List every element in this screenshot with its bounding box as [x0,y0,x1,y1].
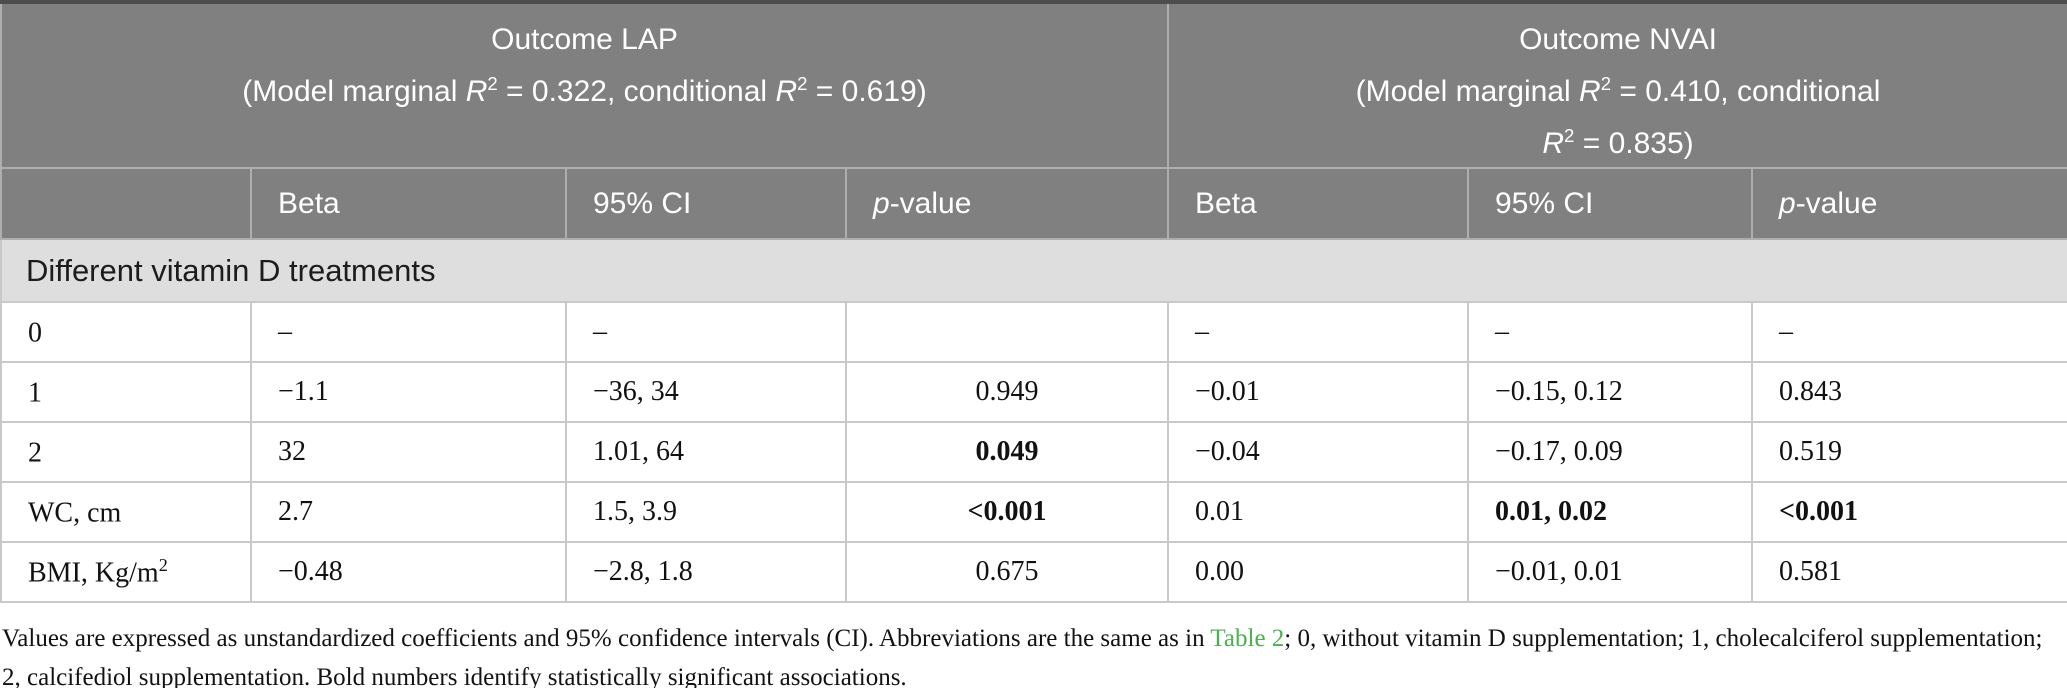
lap-ci-cell: – [565,301,847,363]
outcome-nvai-subtitle: (Model marginal R2 = 0.410, conditional R… [1355,73,1881,160]
lap-pvalue-cell: 0.049 [845,421,1169,483]
nvai-ci-cell: – [1467,301,1753,363]
nvai-beta-cell: −0.01 [1167,361,1469,423]
outcome-lap-header: Outcome LAP (Model marginal R2 = 0.322, … [0,1,1169,169]
lap-ci-cell: 1.01, 64 [565,421,847,483]
lap-ci-cell: 1.5, 3.9 [565,481,847,543]
nvai-ci-cell: −0.17, 0.09 [1467,421,1753,483]
row-label-column-header [0,167,252,240]
lap-ci-cell: −2.8, 1.8 [565,541,847,603]
table-2-link[interactable]: Table 2 [1210,625,1285,652]
lap-beta-cell: −1.1 [250,361,567,423]
row-label-cell: BMI, Kg/m2 [0,541,252,603]
lap-pvalue-cell: <0.001 [845,481,1169,543]
nvai-pvalue-cell: 0.581 [1750,541,2067,603]
section-title: Different vitamin D treatments [0,238,2067,303]
row-label-cell: 1 [0,361,252,423]
row-label-cell: WC, cm [0,481,252,543]
nvai-pvalue-cell: 0.843 [1750,361,2067,423]
row-label-cell: 0 [0,301,252,363]
nvai-beta-column-header: Beta [1167,167,1469,240]
lap-beta-cell: −0.48 [250,541,567,603]
row-label-cell: 2 [0,421,252,483]
outcome-lap-subtitle: (Model marginal R2 = 0.322, conditional … [242,73,927,108]
outcome-lap-title: Outcome LAP [491,23,678,56]
table-row: WC, cm 2.7 1.5, 3.9 <0.001 0.01 0.01, 0.… [0,481,2067,543]
nvai-pvalue-cell: – [1750,301,2067,363]
footnote: Values are expressed as unstandardized c… [2,619,2062,688]
lap-beta-cell: – [250,301,567,363]
column-header-row: Beta 95% CI p-value Beta 95% CI p-value [0,167,2067,240]
lap-beta-cell: 2.7 [250,481,567,543]
results-table: Outcome LAP (Model marginal R2 = 0.322, … [0,0,2067,603]
lap-beta-cell: 32 [250,421,567,483]
nvai-beta-cell: – [1167,301,1469,363]
nvai-beta-cell: 0.01 [1167,481,1469,543]
outcome-nvai-title: Outcome NVAI [1519,23,1717,56]
lap-beta-column-header: Beta [250,167,567,240]
lap-ci-cell: −36, 34 [565,361,847,423]
table-row: BMI, Kg/m2 −0.48 −2.8, 1.8 0.675 0.00 −0… [0,541,2067,603]
table-row: 1 −1.1 −36, 34 0.949 −0.01 −0.15, 0.12 0… [0,361,2067,423]
lap-pvalue-cell: 0.949 [845,361,1169,423]
table-row: 0 – – – – – [0,301,2067,363]
nvai-beta-cell: −0.04 [1167,421,1469,483]
lap-pvalue-cell [845,301,1169,363]
nvai-ci-cell: −0.01, 0.01 [1467,541,1753,603]
nvai-pvalue-cell: 0.519 [1750,421,2067,483]
section-row: Different vitamin D treatments [0,238,2067,303]
nvai-ci-column-header: 95% CI [1467,167,1753,240]
lap-pvalue-cell: 0.675 [845,541,1169,603]
lap-pvalue-column-header: p-value [845,167,1169,240]
nvai-pvalue-cell: <0.001 [1750,481,2067,543]
nvai-ci-cell: 0.01, 0.02 [1467,481,1753,543]
nvai-pvalue-column-header: p-value [1750,167,2067,240]
table-row: 2 32 1.01, 64 0.049 −0.04 −0.17, 0.09 0.… [0,421,2067,483]
footnote-text-pre: Values are expressed as unstandardized c… [2,625,1211,652]
group-header-row: Outcome LAP (Model marginal R2 = 0.322, … [0,1,2067,169]
lap-ci-column-header: 95% CI [565,167,847,240]
outcome-nvai-header: Outcome NVAI (Model marginal R2 = 0.410,… [1166,1,2067,169]
footnote-text-post: ; 0, without vitamin D supplementation; … [2,625,2043,688]
nvai-beta-cell: 0.00 [1167,541,1469,603]
nvai-ci-cell: −0.15, 0.12 [1467,361,1753,423]
